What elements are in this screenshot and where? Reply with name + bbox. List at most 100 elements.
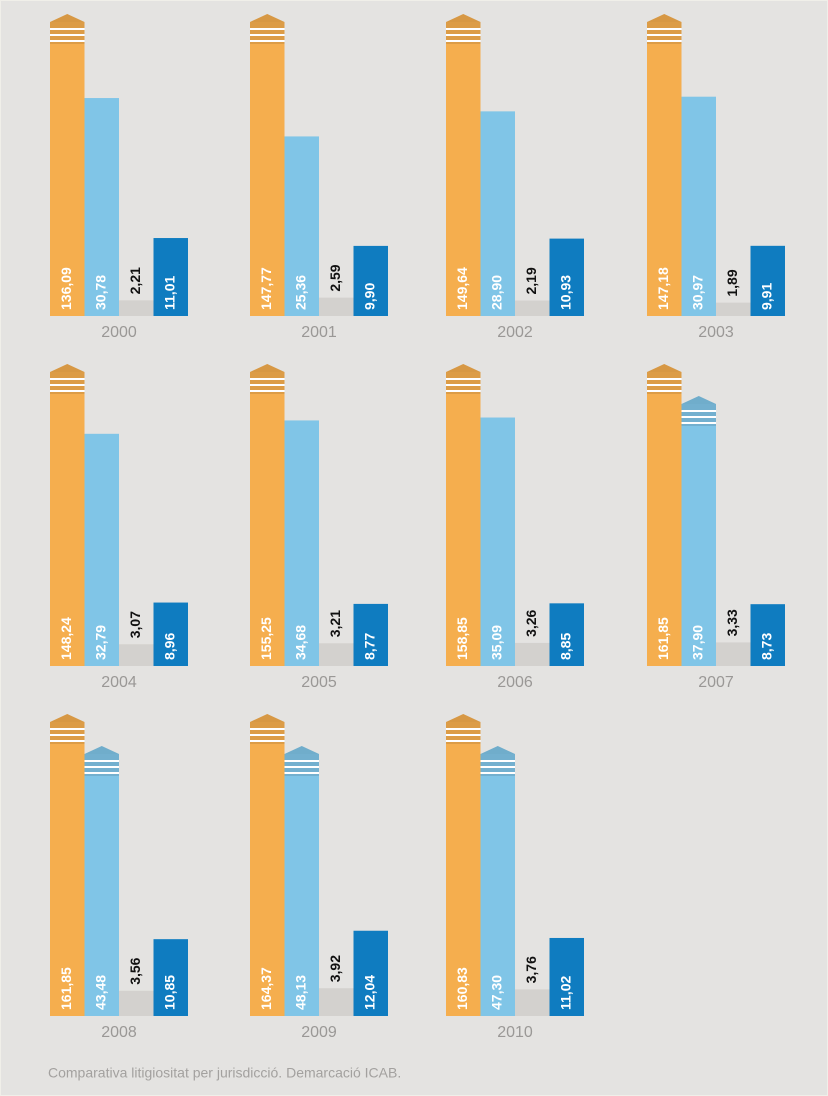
x-tick-label: 2001 (301, 324, 337, 341)
bar-break-stripe (480, 766, 515, 768)
bar-break-shade (84, 754, 119, 776)
bar-break-cap (250, 364, 285, 372)
bar-break-stripe (84, 766, 119, 768)
bar (153, 602, 188, 666)
value-label: 147,18 (655, 267, 671, 310)
bar (515, 642, 550, 666)
bar-break-shade (647, 372, 682, 394)
bar-break-cap-shade (647, 364, 682, 372)
bar-break-shade (250, 722, 285, 744)
bar (647, 372, 682, 666)
value-label: 8,77 (361, 633, 377, 660)
value-label: 2,19 (523, 267, 539, 294)
bar-break-cap (284, 746, 319, 754)
bar-break-stripe (446, 40, 481, 42)
value-label: 2,59 (327, 264, 343, 291)
bar (515, 300, 550, 316)
x-tick-label: 2007 (698, 674, 734, 691)
value-label: 32,79 (92, 625, 108, 660)
bar-break-cap-shade (446, 714, 481, 722)
bar (549, 603, 584, 666)
value-label: 161,85 (58, 967, 74, 1010)
bar-break-shade (446, 22, 481, 44)
value-label: 3,76 (523, 956, 539, 983)
bar-break-cap (84, 746, 119, 754)
bar-break-stripe (446, 734, 481, 736)
value-label: 28,90 (488, 275, 504, 310)
value-label: 164,37 (258, 967, 274, 1010)
value-label: 155,25 (258, 617, 274, 660)
bar-break-stripe (446, 728, 481, 730)
value-label: 3,33 (724, 609, 740, 636)
x-tick-label: 2004 (101, 674, 137, 691)
value-label: 1,89 (724, 269, 740, 296)
value-label: 11,01 (161, 276, 177, 310)
x-tick-label: 2008 (101, 1024, 137, 1041)
value-label: 158,85 (454, 617, 470, 660)
bar (549, 937, 584, 1016)
bar-break-cap-shade (480, 746, 515, 754)
value-label: 35,09 (488, 625, 504, 660)
bar-break-stripe (647, 34, 682, 36)
bar (153, 238, 188, 316)
value-label: 161,85 (655, 617, 671, 660)
bar-break-stripe (446, 34, 481, 36)
bar-break-stripe (446, 384, 481, 386)
bar-break-stripe (446, 378, 481, 380)
bar-break-shade (250, 372, 285, 394)
bar (750, 604, 785, 666)
bar-break-stripe (681, 416, 716, 418)
bar (480, 111, 515, 317)
bar (446, 372, 481, 666)
bar-break-cap-shade (50, 14, 85, 22)
value-label: 149,64 (454, 267, 470, 310)
bar (319, 988, 354, 1016)
value-label: 160,83 (454, 967, 470, 1010)
bar (84, 433, 119, 666)
bar-break-shade (50, 22, 85, 44)
bar (84, 754, 119, 1016)
bar-break-cap-shade (647, 14, 682, 22)
bar-break-stripe (50, 740, 85, 742)
bar-break-stripe (84, 772, 119, 774)
bar (446, 22, 481, 316)
bar-break-shade (50, 722, 85, 744)
bar (119, 990, 154, 1016)
bar (480, 417, 515, 666)
bar-break-stripe (250, 378, 285, 380)
bar (319, 297, 354, 316)
value-label: 12,04 (361, 975, 377, 1010)
bar-break-stripe (250, 384, 285, 386)
bar-break-cap-shade (681, 396, 716, 404)
bar-break-stripe (681, 410, 716, 412)
bar-break-cap-shade (84, 746, 119, 754)
bar-break-stripe (250, 740, 285, 742)
bar-break-stripe (50, 734, 85, 736)
value-label: 8,85 (557, 633, 573, 660)
bar-break-cap (50, 14, 85, 22)
bar-break-cap-shade (446, 364, 481, 372)
value-label: 2,21 (127, 267, 143, 294)
bar-break-stripe (250, 728, 285, 730)
bar (681, 96, 716, 317)
bar-break-stripe (50, 34, 85, 36)
bar-break-cap-shade (250, 714, 285, 722)
bar-break-stripe (250, 34, 285, 36)
bar (353, 245, 388, 316)
bar-break-stripe (284, 766, 319, 768)
bar-break-stripe (647, 28, 682, 30)
value-label: 8,96 (161, 633, 177, 660)
bar (84, 98, 119, 316)
bar-break-cap (480, 746, 515, 754)
bar-break-stripe (250, 28, 285, 30)
value-label: 3,56 (127, 957, 143, 984)
bar-break-shade (480, 754, 515, 776)
bar-break-cap-shade (250, 14, 285, 22)
bar (480, 754, 515, 1016)
bar-break-stripe (480, 772, 515, 774)
value-label: 3,07 (127, 611, 143, 638)
bar (119, 644, 154, 666)
bar (284, 420, 319, 666)
bar-break-stripe (250, 40, 285, 42)
